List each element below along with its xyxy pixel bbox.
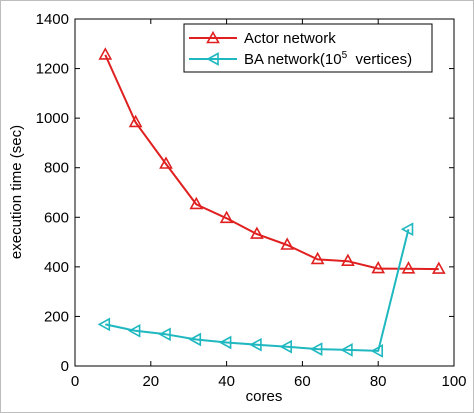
legend-box (183, 23, 433, 73)
y-tick-label: 0 (61, 358, 69, 375)
x-tick-label: 100 (441, 373, 466, 390)
series-line-actor-network (104, 54, 439, 271)
x-axis-label: cores (246, 388, 283, 405)
legend-label-ba-sup: 5 (342, 50, 348, 61)
y-tick-label: 800 (44, 160, 69, 177)
data-point-ba-network (188, 332, 202, 347)
legend-label-ba-suffix: vertices) (347, 51, 412, 68)
plot-box (74, 18, 455, 367)
y-tick-label: 1200 (36, 61, 69, 78)
data-point-ba-network (127, 323, 141, 338)
data-point-ba-network (370, 344, 384, 358)
data-point-actor-network (159, 156, 173, 169)
series-actor-network (98, 47, 446, 274)
data-point-actor-network (219, 210, 234, 224)
series-layer (97, 47, 446, 358)
y-tick-label: 600 (44, 209, 69, 226)
y-tick-label: 1400 (36, 11, 69, 28)
y-tick-label: 400 (44, 259, 69, 276)
legend-entry-ba-network: BA network(105 vertices) (189, 50, 412, 68)
x-tick-label: 0 (71, 373, 79, 390)
x-tick-label: 80 (370, 373, 387, 390)
axis-ticks (74, 18, 455, 367)
data-point-actor-network (341, 253, 355, 267)
data-point-actor-network (431, 261, 446, 274)
x-tick-label: 60 (294, 373, 311, 390)
plot-area (74, 18, 455, 367)
series-ba-network (97, 222, 414, 358)
x-tick-label: 20 (142, 373, 159, 390)
data-point-actor-network (128, 114, 143, 128)
legend-label-ba-prefix: BA network(10 (244, 51, 342, 68)
data-point-actor-network (310, 251, 325, 265)
data-point-ba-network (218, 335, 232, 350)
data-point-actor-network (98, 47, 113, 60)
data-point-ba-network (340, 343, 353, 357)
data-point-ba-network (158, 327, 171, 342)
data-point-ba-network (279, 339, 293, 354)
data-point-ba-network (249, 337, 262, 352)
legend-label-actor-network: Actor network (244, 30, 336, 47)
data-point-actor-network (280, 237, 295, 250)
series-line-ba-network (105, 228, 410, 352)
y-axis-label: execution time (sec) (8, 125, 25, 259)
data-point-actor-network (401, 261, 416, 274)
data-point-ba-network (97, 317, 111, 332)
legend-marker-ba-network (206, 52, 219, 66)
data-point-actor-network (189, 196, 204, 210)
x-tick-label: 40 (218, 373, 235, 390)
legend-marker-actor-network (206, 30, 220, 44)
data-point-ba-network (400, 222, 414, 237)
legend: Actor network BA network(105 vertices) (183, 23, 433, 73)
legend-label-ba-network: BA network(105 vertices) (244, 50, 412, 68)
y-tick-label: 1000 (36, 110, 69, 127)
data-point-actor-network (250, 226, 264, 239)
y-tick-label: 200 (44, 308, 69, 325)
data-point-actor-network (371, 260, 386, 274)
data-point-ba-network (309, 342, 323, 356)
legend-entry-actor-network: Actor network (189, 30, 336, 47)
